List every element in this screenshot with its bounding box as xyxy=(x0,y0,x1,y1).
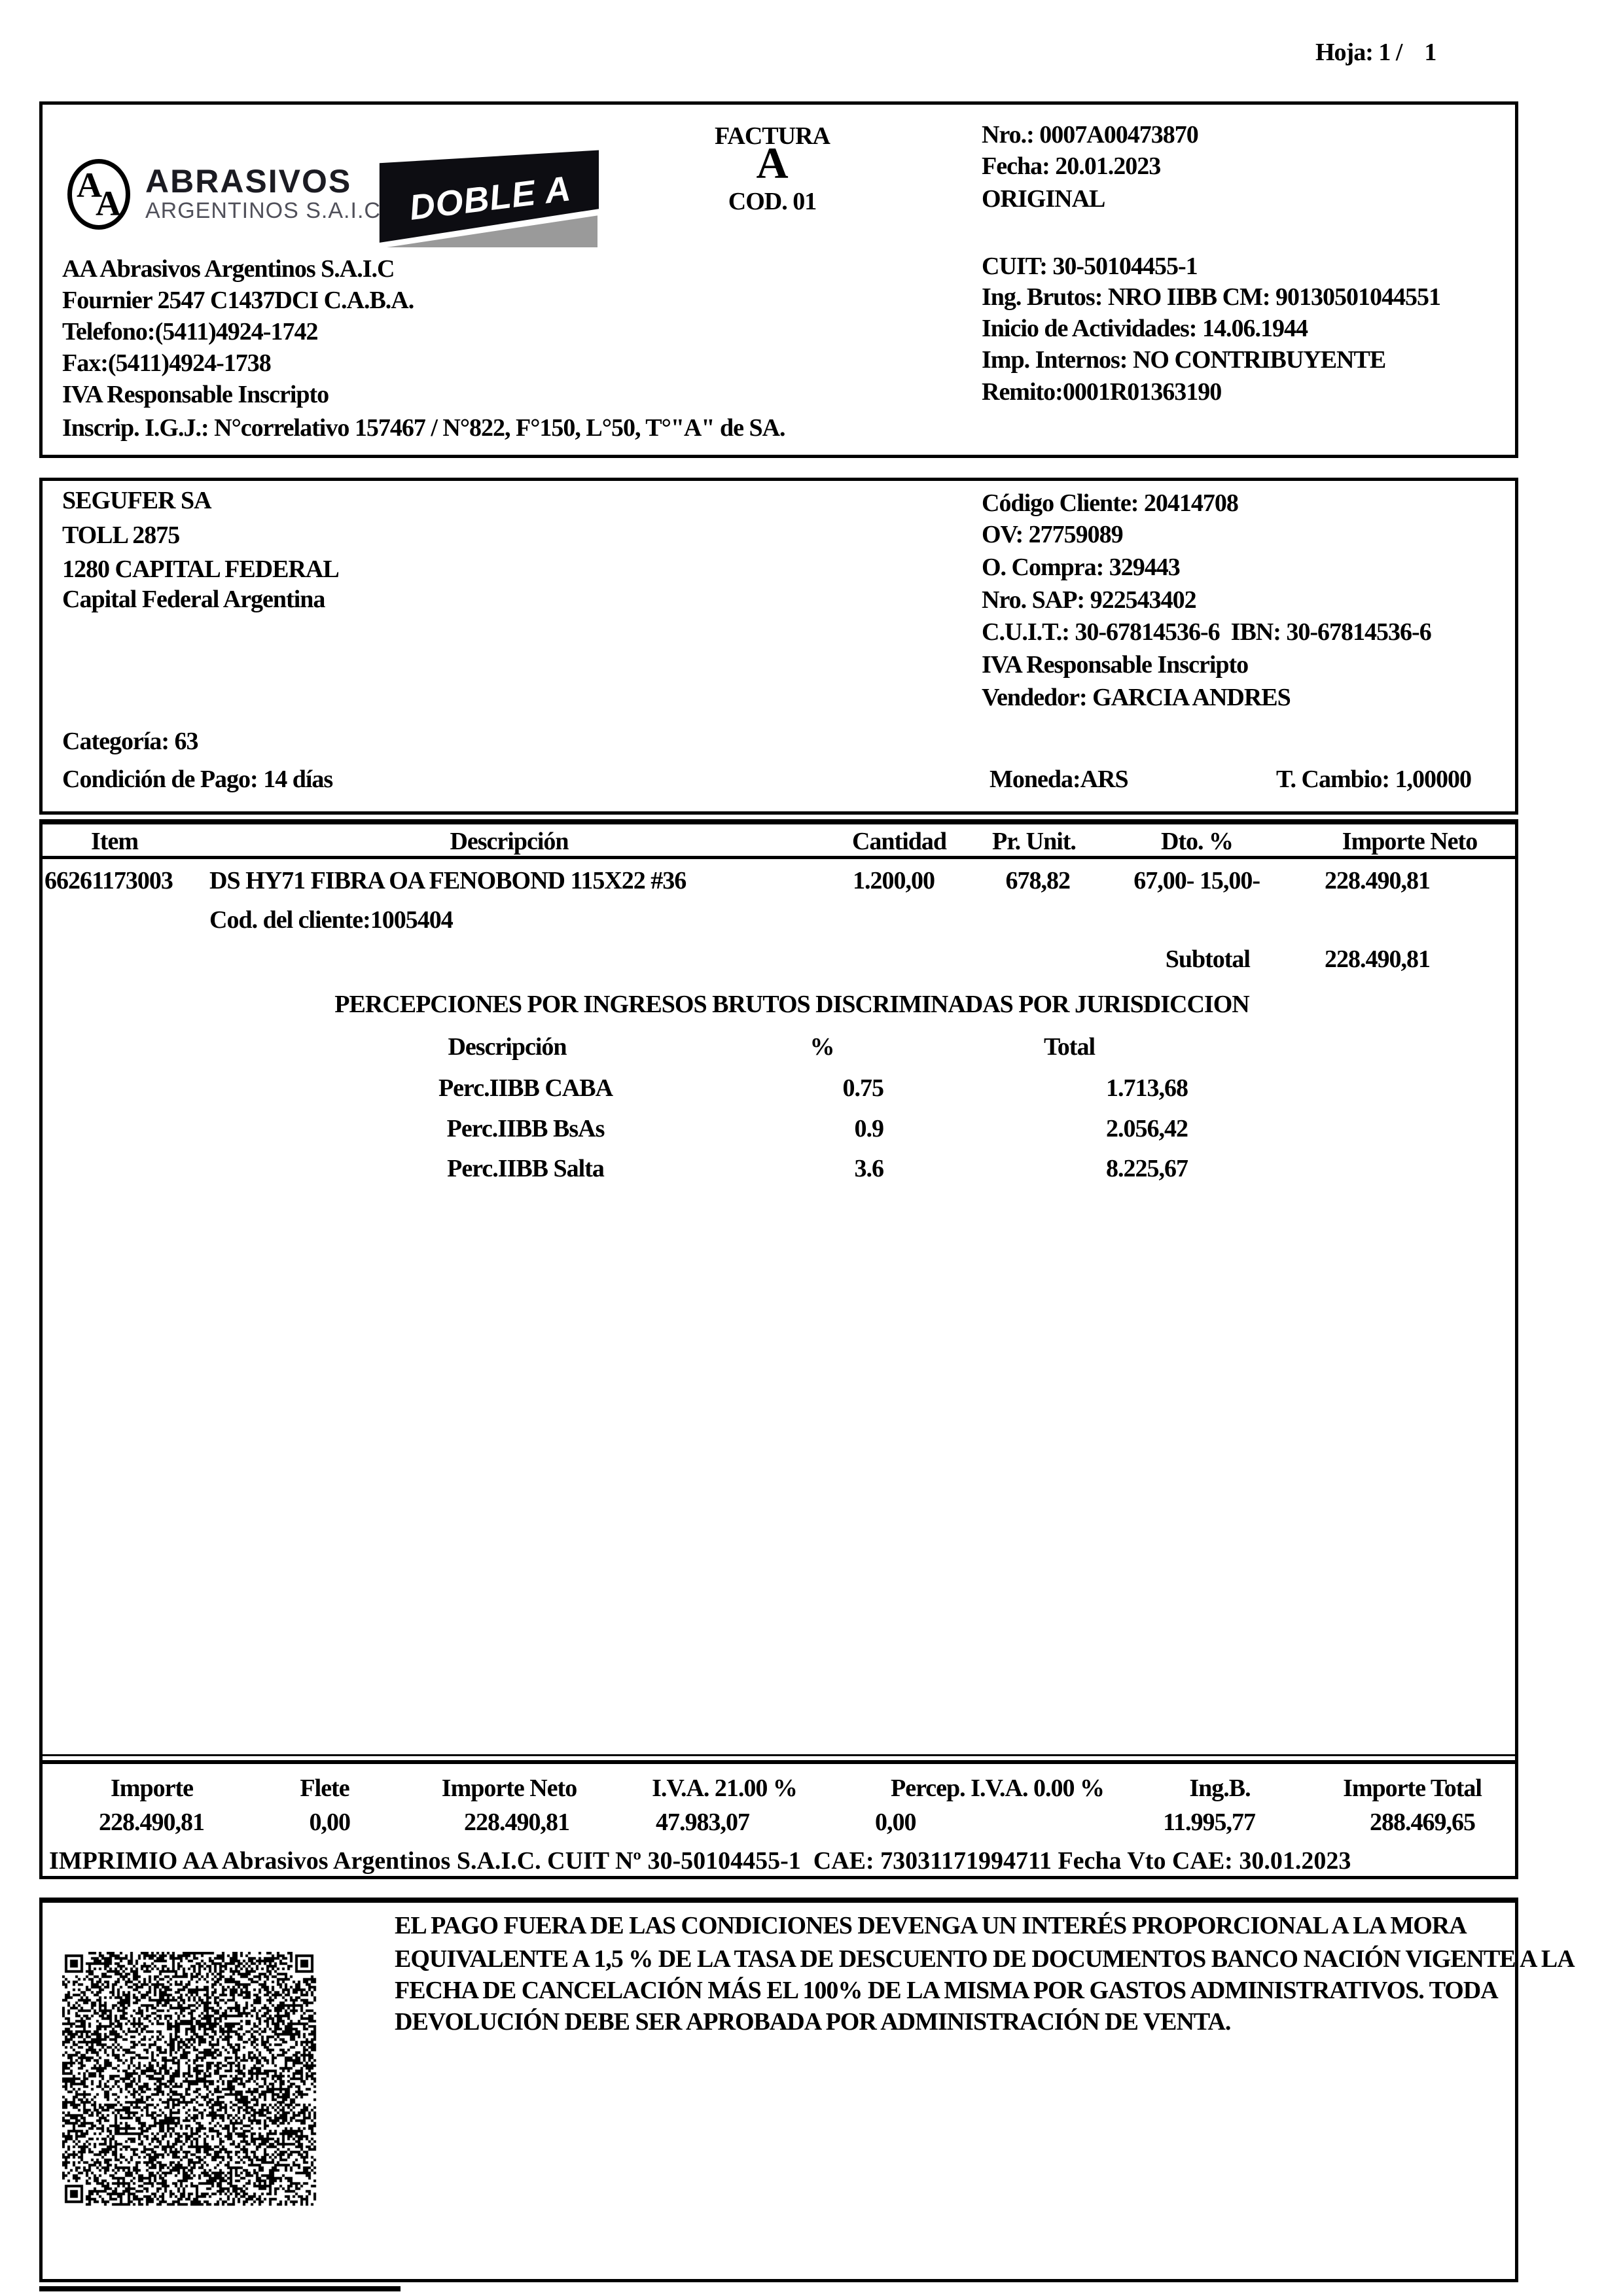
imprimio-cae-line: IMPRIMIO AA Abrasivos Argentinos S.A.I.C… xyxy=(49,1847,1351,1875)
totals-value-flete: 0,00 xyxy=(309,1809,351,1836)
item-row-unit-price: 678,82 xyxy=(1005,867,1071,894)
client-purchase-order: O. Compra: 329443 xyxy=(982,554,1181,581)
invoice-number: Nro.: 0007A00473870 xyxy=(982,121,1199,149)
brand-subname: ARGENTINOS S.A.I.C. xyxy=(145,198,388,223)
client-iva-status: IVA Responsable Inscripto xyxy=(982,651,1249,679)
invoice-date: Fecha: 20.01.2023 xyxy=(982,152,1161,180)
client-region: Capital Federal Argentina xyxy=(62,586,325,613)
company-ing-brutos: Ing. Brutos: NRO IIBB CM: 90130501044551 xyxy=(982,283,1441,311)
client-ov: OV: 27759089 xyxy=(982,521,1124,548)
monogram-letter-a1: A xyxy=(77,166,102,205)
percepciones-col-total: Total xyxy=(1043,1033,1096,1061)
legal-text-line: EL PAGO FUERA DE LAS CONDICIONES DEVENGA… xyxy=(395,1912,1467,1939)
page-end-stub-rule xyxy=(39,2286,401,2291)
item-row-description: DS HY71 FIBRA OA FENOBOND 115X22 #36 xyxy=(209,867,687,894)
item-row-code: 66261173003 xyxy=(45,867,173,894)
doble-a-logo: DOBLE A xyxy=(375,149,599,249)
items-box xyxy=(39,819,1518,1879)
header-box xyxy=(39,101,1518,458)
percepcion-row-pct: 3.6 xyxy=(854,1155,885,1182)
totals-col-importe-neto: Importe Neto xyxy=(441,1775,577,1802)
client-city: 1280 CAPITAL FEDERAL xyxy=(62,556,340,583)
items-col-pr-unit: Pr. Unit. xyxy=(992,828,1077,855)
totals-col-iva: I.V.A. 21.00 % xyxy=(652,1775,798,1802)
percepciones-col-pct: % xyxy=(810,1033,835,1061)
company-fax: Fax:(5411)4924-1738 xyxy=(62,349,272,377)
monogram-letter-a2: A xyxy=(96,184,121,223)
page-counter: Hoja: 1 / 1 xyxy=(1315,39,1436,66)
exchange-rate: T. Cambio: 1,00000 xyxy=(1276,766,1472,793)
items-col-item: Item xyxy=(91,828,139,855)
percepcion-row-label: Perc.IIBB BsAs xyxy=(446,1115,605,1142)
client-name: SEGUFER SA xyxy=(62,487,212,514)
percepcion-row-total: 2.056,42 xyxy=(1106,1115,1188,1142)
client-code: Código Cliente: 20414708 xyxy=(982,489,1239,517)
subtotal-value: 228.490,81 xyxy=(1325,945,1431,973)
item-row-discount: 67,00- 15,00- xyxy=(1133,867,1260,894)
totals-value-ing-b: 11.995,77 xyxy=(1163,1809,1256,1836)
totals-value-importe-total: 288.469,65 xyxy=(1370,1809,1476,1836)
totals-rule-thin xyxy=(39,1754,1518,1756)
percepciones-title: PERCEPCIONES POR INGRESOS BRUTOS DISCRIM… xyxy=(334,991,1249,1018)
totals-col-importe-total: Importe Total xyxy=(1343,1775,1482,1802)
items-col-descripcion: Descripción xyxy=(450,828,569,855)
totals-col-percep-iva: Percep. I.V.A. 0.00 % xyxy=(891,1775,1105,1802)
totals-value-importe: 228.490,81 xyxy=(99,1809,205,1836)
totals-value-percep-iva: 0,00 xyxy=(875,1809,916,1836)
company-phone: Telefono:(5411)4924-1742 xyxy=(62,318,318,345)
aa-monogram-icon: A A xyxy=(67,159,130,230)
legal-text-line: DEVOLUCIÓN DEBE SER APROBADA POR ADMINIS… xyxy=(395,2008,1231,2036)
client-sap-number: Nro. SAP: 922543402 xyxy=(982,586,1197,614)
percepcion-row-pct: 0.75 xyxy=(842,1074,885,1102)
company-iva-status: IVA Responsable Inscripto xyxy=(62,381,329,408)
company-remito: Remito:0001R01363190 xyxy=(982,378,1222,406)
percepcion-row-label: Perc.IIBB CABA xyxy=(438,1074,613,1102)
percepcion-row-label: Perc.IIBB Salta xyxy=(447,1155,605,1182)
company-imp-internos: Imp. Internos: NO CONTRIBUYENTE xyxy=(982,346,1386,374)
items-col-cantidad: Cantidad xyxy=(851,828,947,855)
totals-value-iva: 47.983,07 xyxy=(656,1809,750,1836)
currency: Moneda:ARS xyxy=(990,766,1129,793)
items-col-importe-neto: Importe Neto xyxy=(1342,828,1478,855)
totals-rule-thick xyxy=(39,1760,1518,1764)
item-row-net-amount: 228.490,81 xyxy=(1325,867,1431,894)
client-cuit: C.U.I.T.: 30-67814536-6 IBN: 30-67814536… xyxy=(982,618,1432,646)
payment-terms: Condición de Pago: 14 días xyxy=(62,766,333,793)
totals-value-importe-neto: 228.490,81 xyxy=(464,1809,570,1836)
legal-text-line: FECHA DE CANCELACIÓN MÁS EL 100% DE LA M… xyxy=(395,1977,1499,2004)
legal-text-line: EQUIVALENTE A 1,5 % DE LA TASA DE DESCUE… xyxy=(395,1945,1575,1973)
client-box xyxy=(39,478,1518,815)
totals-col-importe: Importe xyxy=(111,1775,194,1802)
percepciones-col-descripcion: Descripción xyxy=(448,1033,567,1061)
brand-name: ABRASIVOS xyxy=(145,163,352,200)
company-address: Fournier 2547 C1437DCI C.A.B.A. xyxy=(62,287,414,314)
invoice-copy-type: ORIGINAL xyxy=(982,185,1105,213)
percepcion-row-pct: 0.9 xyxy=(854,1115,885,1142)
totals-col-ing-b: Ing.B. xyxy=(1189,1775,1251,1802)
item-row-client-code: Cod. del cliente:1005404 xyxy=(209,906,454,934)
company-inicio-actividades: Inicio de Actividades: 14.06.1944 xyxy=(982,315,1308,342)
client-categoria: Categoría: 63 xyxy=(62,728,199,755)
percepcion-row-total: 8.225,67 xyxy=(1106,1155,1188,1182)
totals-col-flete: Flete xyxy=(300,1775,349,1802)
percepcion-row-total: 1.713,68 xyxy=(1106,1074,1188,1102)
subtotal-label: Subtotal xyxy=(1165,945,1251,973)
item-row-quantity: 1.200,00 xyxy=(853,867,935,894)
company-name: AA Abrasivos Argentinos S.A.I.C xyxy=(62,255,395,283)
client-vendor: Vendedor: GARCIA ANDRES xyxy=(982,684,1291,711)
qr-code xyxy=(62,1952,317,2207)
client-street: TOLL 2875 xyxy=(62,521,180,549)
invoice-code: COD. 01 xyxy=(728,188,817,215)
items-header-rule xyxy=(39,856,1518,859)
invoice-letter: A xyxy=(756,138,789,188)
doc-type-label: FACTURA xyxy=(715,122,830,150)
items-col-dto: Dto. % xyxy=(1160,828,1234,855)
company-igj: Inscrip. I.G.J.: N°correlativo 157467 / … xyxy=(62,414,786,442)
company-cuit: CUIT: 30-50104455-1 xyxy=(982,253,1198,280)
